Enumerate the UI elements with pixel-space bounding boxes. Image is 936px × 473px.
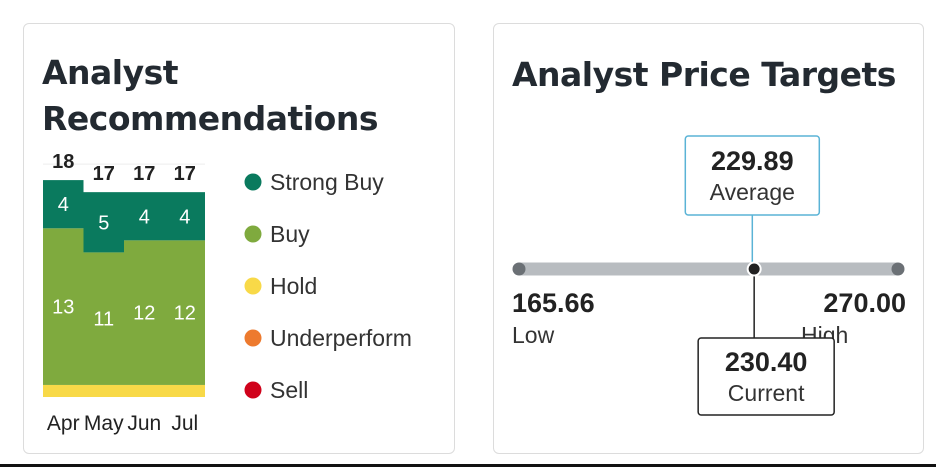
- bar-total-label: 17: [133, 163, 155, 185]
- recommendations-title: Analyst Recommendations: [42, 53, 378, 138]
- bar-jun-strong-buy: [124, 192, 165, 241]
- bar-segment-label: 4: [58, 194, 69, 216]
- price-targets-chart: 229.89Average165.66Low270.00High230.40Cu…: [512, 135, 906, 416]
- legend-swatch-underperform: [244, 329, 262, 347]
- average-box: [684, 135, 821, 216]
- bar-apr-strong-buy: [43, 180, 84, 229]
- x-tick-label: May: [84, 412, 124, 435]
- legend-label: Buy: [270, 221, 310, 247]
- high-value: 270.00: [823, 288, 906, 318]
- bar-total-label: 18: [52, 151, 74, 173]
- legend-swatch-hold: [244, 277, 262, 295]
- bar-segment-label: 5: [98, 212, 109, 234]
- current-value: 230.40: [725, 347, 808, 377]
- high-marker: [891, 262, 905, 276]
- low-label: Low: [512, 322, 555, 348]
- bar-may-hold: [83, 384, 124, 397]
- bar-segment-label: 13: [52, 297, 74, 319]
- low-marker: [512, 262, 526, 276]
- average-label: Average: [710, 179, 795, 205]
- legend-label: Sell: [270, 377, 308, 403]
- bar-segment-label: 12: [174, 303, 196, 325]
- analyst-recommendations-card: Analyst Recommendations 13 4 18 Apr 11 5 17 May…: [23, 23, 455, 454]
- bar-may-buy: [83, 252, 124, 385]
- bar-may-strong-buy: [83, 192, 124, 253]
- bar-jun-buy: [124, 240, 165, 385]
- bar-segment-label: 4: [179, 206, 190, 228]
- bar-segment-label: 11: [93, 309, 114, 331]
- x-tick-label: Jun: [127, 412, 161, 435]
- average-value: 229.89: [711, 146, 794, 176]
- bar-total-label: 17: [174, 163, 196, 185]
- bar-jul-hold: [164, 384, 205, 397]
- legend-label: Underperform: [270, 325, 412, 351]
- recommendations-chart: 13 4 18 Apr 11 5 17 May 12 4 17 Jun 12 4 17 Jul Strong B…: [43, 151, 412, 435]
- x-tick-label: Jul: [171, 412, 198, 435]
- legend-swatch-strong-buy: [244, 173, 262, 191]
- bottom-divider: [0, 464, 936, 467]
- bar-apr-hold: [43, 384, 84, 397]
- x-tick-label: Apr: [47, 412, 80, 435]
- legend-label: Strong Buy: [270, 169, 384, 195]
- low-value: 165.66: [512, 288, 595, 318]
- current-marker: [746, 261, 762, 277]
- legend-swatch-buy: [244, 225, 262, 243]
- analyst-price-targets-card: Analyst Price Targets 229.89 Average 165.6…: [493, 23, 924, 454]
- price-targets-title: Analyst Price Targets: [512, 55, 896, 94]
- bar-segment-label: 4: [139, 206, 150, 228]
- legend-label: Hold: [270, 273, 317, 299]
- current-box: [697, 337, 835, 416]
- bar-jun-hold: [124, 384, 165, 397]
- bar-jul-buy: [164, 240, 205, 385]
- bar-apr-buy: [43, 228, 84, 385]
- bar-segment-label: 12: [133, 303, 155, 325]
- bar-total-label: 17: [93, 163, 115, 185]
- current-label: Current: [728, 380, 805, 406]
- bar-jul-strong-buy: [164, 192, 205, 241]
- legend-swatch-sell: [244, 381, 262, 399]
